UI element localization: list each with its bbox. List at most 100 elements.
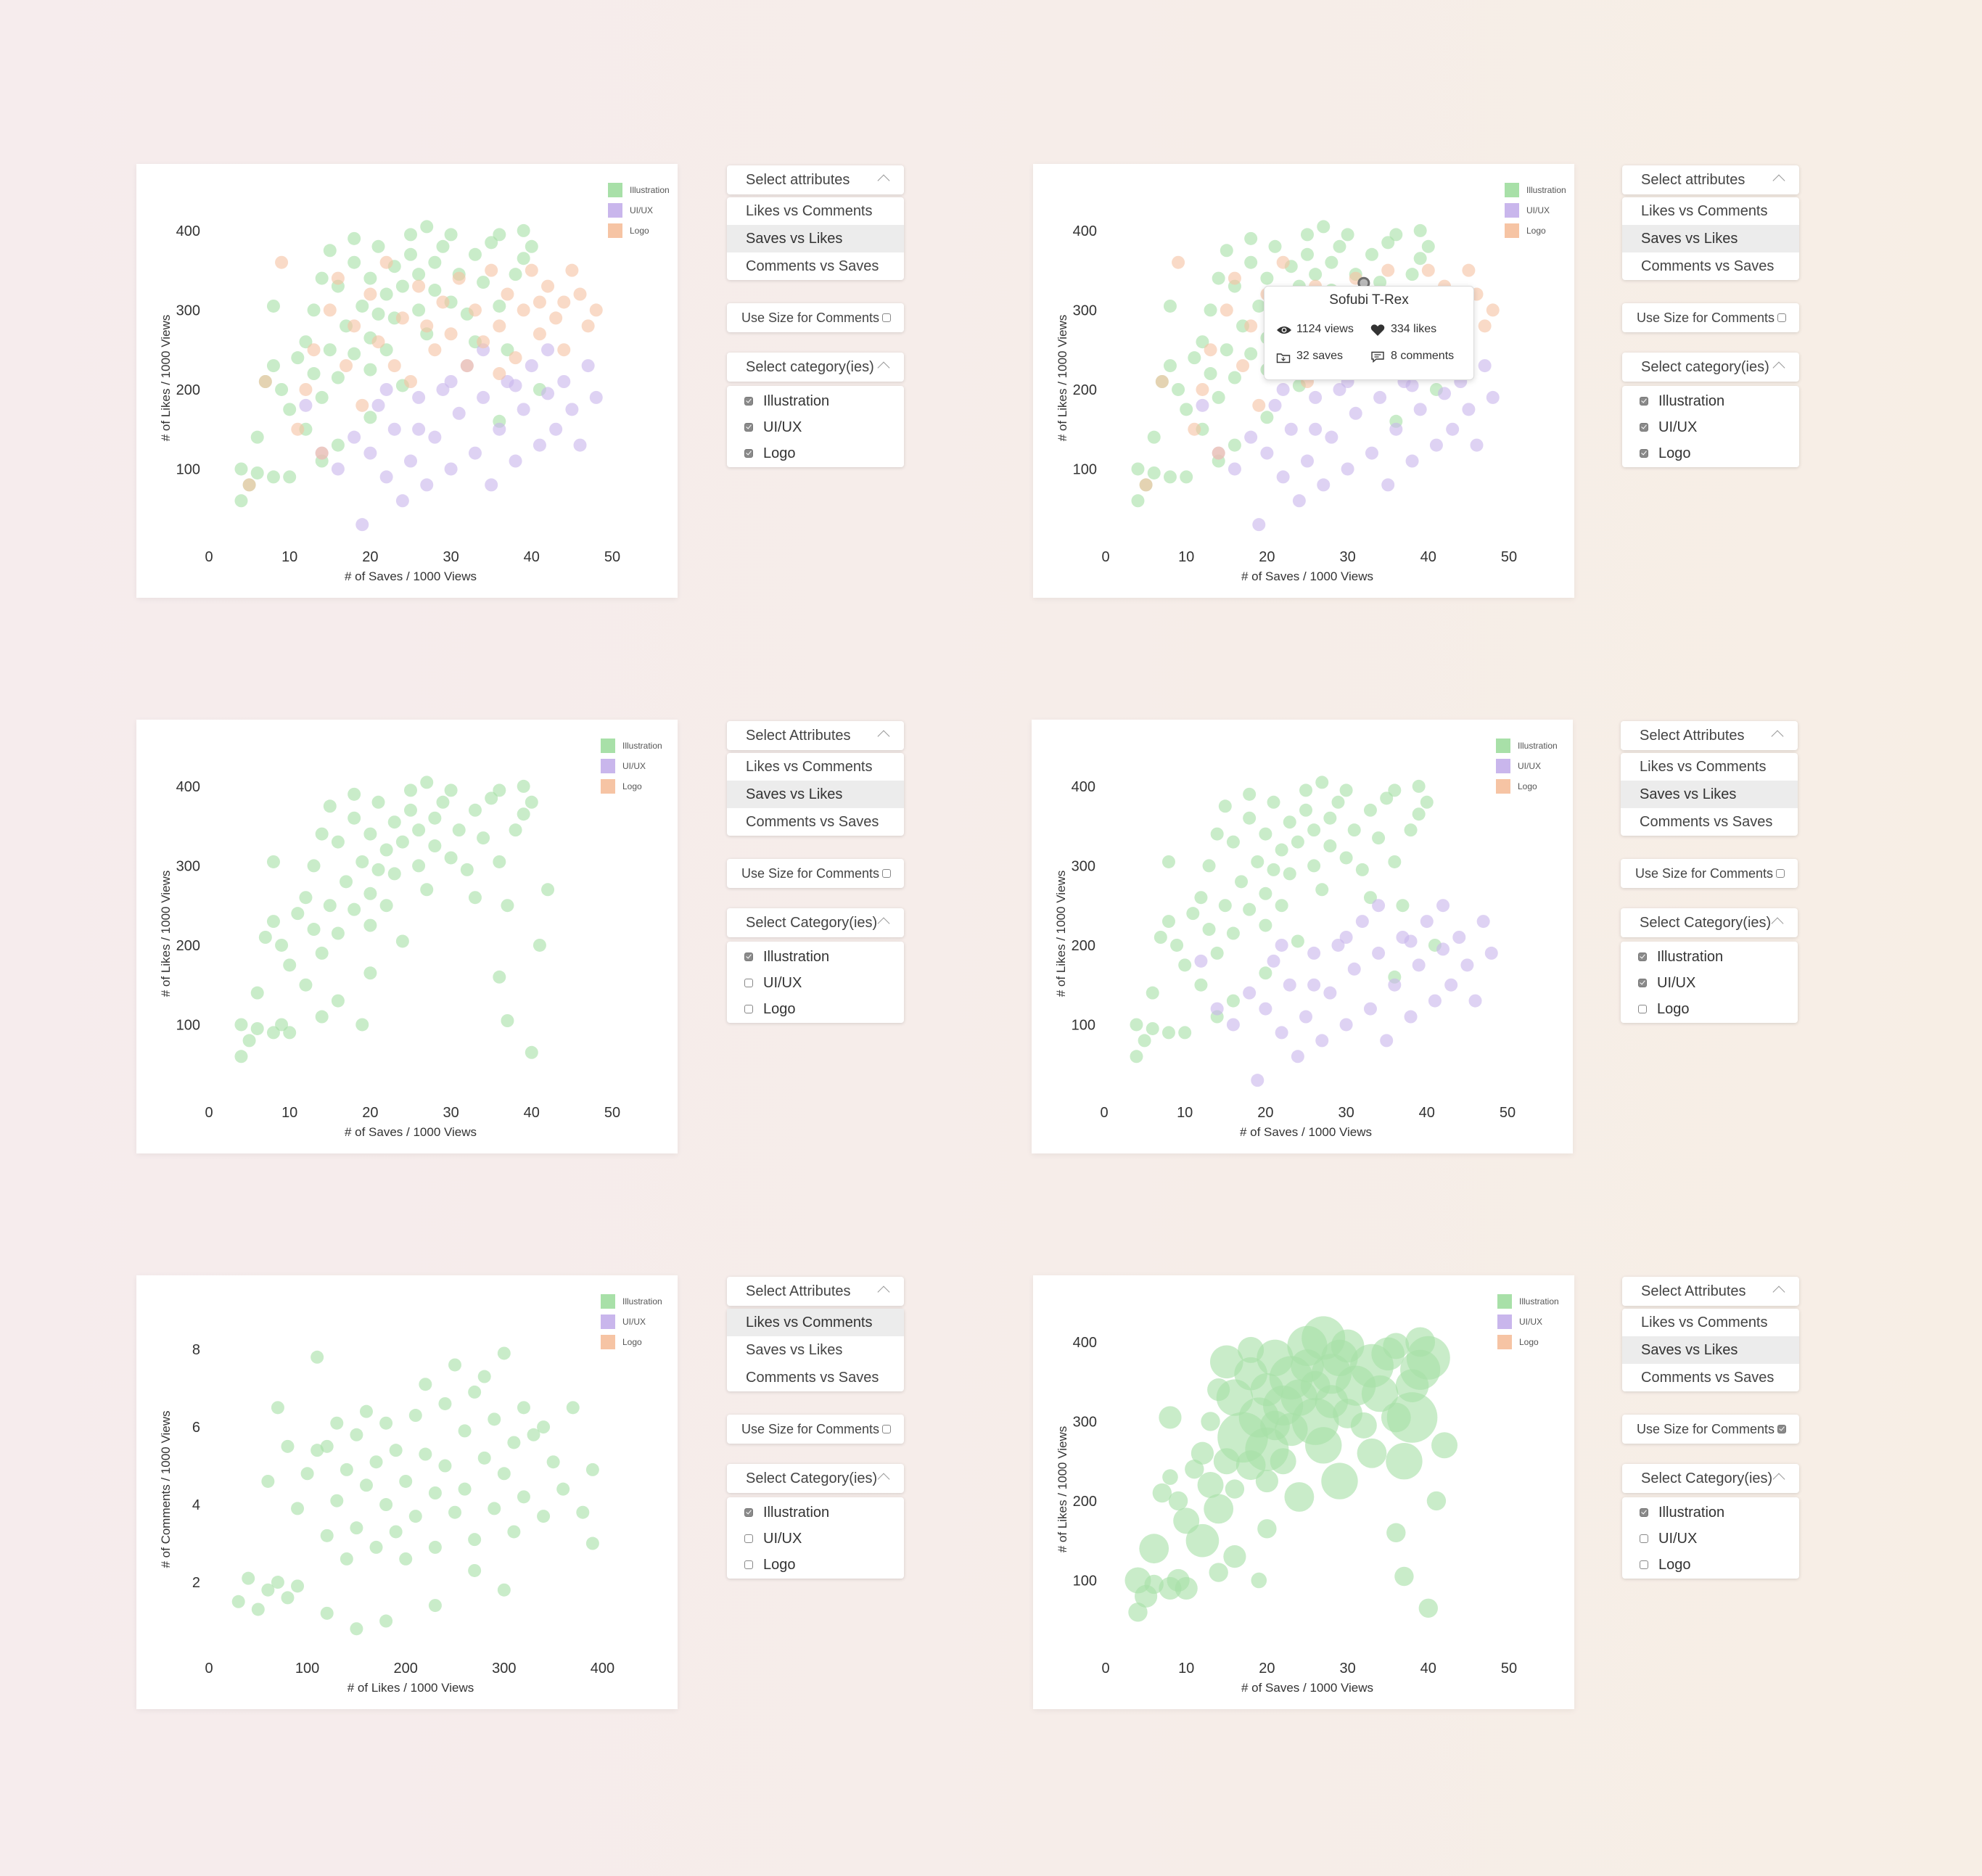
data-point[interactable] bbox=[1170, 938, 1184, 952]
data-point[interactable] bbox=[420, 220, 434, 234]
category-checkbox[interactable] bbox=[1638, 979, 1647, 987]
data-point[interactable] bbox=[323, 343, 337, 357]
data-point[interactable] bbox=[1236, 359, 1250, 373]
data-point[interactable] bbox=[348, 902, 361, 916]
data-point[interactable] bbox=[363, 287, 377, 301]
data-point[interactable] bbox=[532, 327, 546, 341]
category-option[interactable]: Illustration bbox=[1621, 945, 1798, 969]
category-checkbox[interactable] bbox=[744, 1005, 753, 1013]
data-point[interactable] bbox=[408, 1510, 422, 1523]
data-point[interactable] bbox=[419, 1447, 432, 1461]
data-point[interactable] bbox=[1212, 390, 1225, 404]
data-point[interactable] bbox=[331, 835, 345, 849]
category-option[interactable]: Illustration bbox=[727, 389, 904, 414]
data-point[interactable] bbox=[557, 343, 571, 357]
category-checkbox[interactable] bbox=[744, 1560, 753, 1569]
data-point[interactable] bbox=[348, 255, 361, 269]
data-point[interactable] bbox=[1361, 1375, 1399, 1412]
data-point[interactable] bbox=[525, 263, 538, 277]
data-point[interactable] bbox=[300, 1467, 314, 1481]
data-point[interactable] bbox=[379, 1498, 393, 1512]
category-checkbox[interactable] bbox=[1638, 953, 1647, 961]
data-point[interactable] bbox=[493, 319, 506, 333]
data-point[interactable] bbox=[1291, 934, 1304, 948]
data-point[interactable] bbox=[1446, 422, 1460, 436]
attribute-option[interactable]: Saves vs Likes bbox=[727, 225, 904, 252]
data-point[interactable] bbox=[485, 236, 498, 250]
data-point[interactable] bbox=[517, 252, 530, 266]
size-toggle-checkbox[interactable] bbox=[882, 869, 891, 878]
data-point[interactable] bbox=[412, 422, 426, 436]
data-point[interactable] bbox=[1388, 978, 1402, 992]
data-point[interactable] bbox=[261, 1474, 275, 1488]
size-toggle-checkbox[interactable] bbox=[1777, 1425, 1786, 1433]
category-checkbox[interactable] bbox=[744, 979, 753, 987]
data-point[interactable] bbox=[1317, 220, 1331, 234]
data-point[interactable] bbox=[408, 1409, 422, 1423]
data-point[interactable] bbox=[371, 863, 385, 876]
data-point[interactable] bbox=[477, 1370, 491, 1383]
data-point[interactable] bbox=[428, 255, 442, 269]
category-option[interactable]: UI/UX bbox=[727, 1526, 904, 1551]
data-point[interactable] bbox=[1284, 422, 1298, 436]
data-point[interactable] bbox=[1178, 1026, 1192, 1040]
data-point[interactable] bbox=[1228, 271, 1241, 285]
data-point[interactable] bbox=[1405, 379, 1419, 392]
data-point[interactable] bbox=[1161, 1026, 1175, 1040]
data-point[interactable] bbox=[1194, 954, 1208, 968]
data-point[interactable] bbox=[1436, 899, 1450, 913]
data-point[interactable] bbox=[436, 239, 450, 253]
data-point[interactable] bbox=[412, 859, 426, 873]
attribute-option[interactable]: Comments vs Saves bbox=[746, 1370, 879, 1386]
data-point[interactable] bbox=[1188, 351, 1201, 365]
data-point[interactable] bbox=[1220, 343, 1233, 357]
data-point[interactable] bbox=[581, 359, 595, 373]
data-point[interactable] bbox=[537, 1510, 551, 1523]
attributes-dropdown-header[interactable]: Select Attributes bbox=[1622, 1277, 1799, 1306]
data-point[interactable] bbox=[1315, 883, 1329, 897]
categories-dropdown-header[interactable]: Select Category(ies) bbox=[1621, 908, 1798, 937]
data-point[interactable] bbox=[348, 231, 361, 245]
data-point[interactable] bbox=[444, 375, 458, 388]
attribute-option[interactable]: Likes vs Comments bbox=[1641, 203, 1768, 219]
category-option[interactable]: Illustration bbox=[727, 1500, 904, 1525]
data-point[interactable] bbox=[275, 382, 289, 396]
data-point[interactable] bbox=[355, 855, 369, 868]
data-point[interactable] bbox=[1323, 839, 1337, 853]
data-point[interactable] bbox=[1225, 1479, 1245, 1499]
data-point[interactable] bbox=[1196, 398, 1209, 412]
data-point[interactable] bbox=[1363, 891, 1377, 905]
chevron-up-icon[interactable] bbox=[877, 1285, 890, 1299]
data-point[interactable] bbox=[1226, 1018, 1240, 1032]
data-point[interactable] bbox=[412, 279, 426, 293]
data-point[interactable] bbox=[1404, 823, 1418, 837]
data-point[interactable] bbox=[573, 438, 587, 452]
data-point[interactable] bbox=[1163, 470, 1177, 484]
data-point[interactable] bbox=[379, 1614, 393, 1628]
data-point[interactable] bbox=[436, 295, 450, 309]
data-point[interactable] bbox=[1212, 446, 1225, 460]
data-point[interactable] bbox=[493, 422, 506, 436]
data-point[interactable] bbox=[1386, 1392, 1438, 1443]
category-option[interactable]: UI/UX bbox=[1622, 1526, 1799, 1551]
data-point[interactable] bbox=[1365, 247, 1378, 261]
data-point[interactable] bbox=[1260, 271, 1274, 285]
size-toggle[interactable]: Use Size for Comments bbox=[727, 859, 904, 888]
data-point[interactable] bbox=[1197, 1472, 1224, 1499]
data-point[interactable] bbox=[1307, 946, 1321, 960]
data-point[interactable] bbox=[1284, 1482, 1315, 1512]
chevron-up-icon[interactable] bbox=[877, 1473, 890, 1486]
data-point[interactable] bbox=[1301, 454, 1314, 468]
data-point[interactable] bbox=[1350, 1412, 1377, 1439]
data-point[interactable] bbox=[291, 422, 305, 436]
data-point[interactable] bbox=[1386, 1442, 1423, 1480]
data-point[interactable] bbox=[1460, 958, 1474, 972]
attributes-dropdown-header[interactable]: Select attributes bbox=[1622, 165, 1799, 194]
data-point[interactable] bbox=[1172, 255, 1185, 269]
size-toggle[interactable]: Use Size for Comments bbox=[1622, 303, 1799, 332]
data-point[interactable] bbox=[549, 311, 563, 325]
data-point[interactable] bbox=[428, 1486, 442, 1499]
data-point[interactable] bbox=[330, 1494, 344, 1507]
data-point[interactable] bbox=[1357, 1438, 1387, 1468]
category-checkbox[interactable] bbox=[744, 397, 753, 406]
